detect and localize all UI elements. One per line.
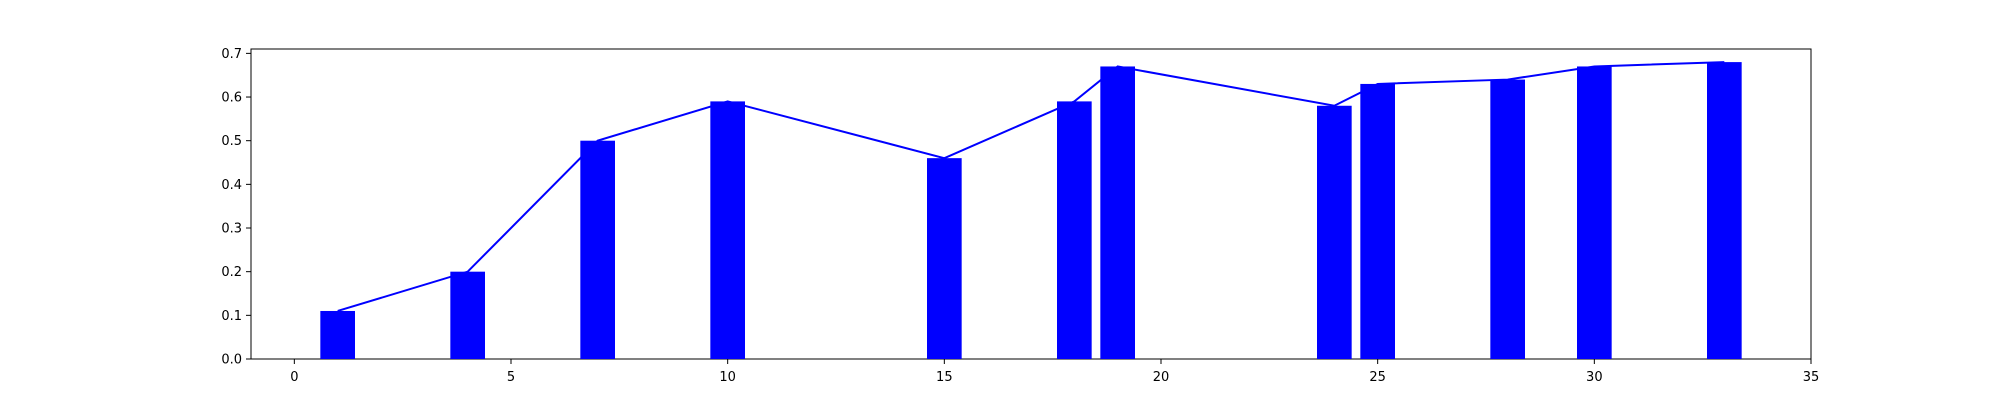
bar-10 xyxy=(1577,66,1612,360)
plot-area-frame xyxy=(250,48,1812,360)
y-tick-label-4: 0.4 xyxy=(221,178,242,193)
bar-1 xyxy=(450,271,485,359)
bar-5 xyxy=(1057,101,1092,360)
bar-0 xyxy=(320,310,355,359)
x-tick-label-1: 5 xyxy=(507,370,515,385)
x-tick-label-0: 0 xyxy=(290,370,298,385)
x-tick-label-7: 35 xyxy=(1803,370,1820,385)
y-tick-label-1: 0.1 xyxy=(221,309,242,324)
bar-4 xyxy=(927,158,962,359)
y-tick-label-6: 0.6 xyxy=(221,91,242,106)
x-tick-label-2: 10 xyxy=(719,370,736,385)
y-tick-label-0: 0.0 xyxy=(221,353,242,368)
series-line xyxy=(337,61,1725,312)
x-tick-label-6: 30 xyxy=(1586,370,1603,385)
y-tick-label-7: 0.7 xyxy=(221,47,242,62)
bar-8 xyxy=(1360,83,1395,360)
y-tick-label-5: 0.5 xyxy=(221,134,242,149)
x-tick-label-4: 20 xyxy=(1153,370,1170,385)
y-tick-label-2: 0.2 xyxy=(221,265,242,280)
y-tick-label-3: 0.3 xyxy=(221,222,242,237)
x-tick-label-5: 25 xyxy=(1369,370,1386,385)
bar-3 xyxy=(710,101,745,360)
y-axis-ticks: 0.0 0.1 0.2 0.3 0.4 0.5 0.6 0.7 xyxy=(221,47,251,368)
bar-7 xyxy=(1317,105,1352,360)
x-axis-ticks: 0 5 10 15 20 25 30 35 xyxy=(290,359,1819,385)
bar-6 xyxy=(1100,66,1135,360)
x-tick-label-3: 15 xyxy=(936,370,953,385)
bars-group xyxy=(320,62,1742,360)
bar-11 xyxy=(1707,62,1742,359)
bar-2 xyxy=(580,140,615,359)
bar-9 xyxy=(1490,79,1525,359)
